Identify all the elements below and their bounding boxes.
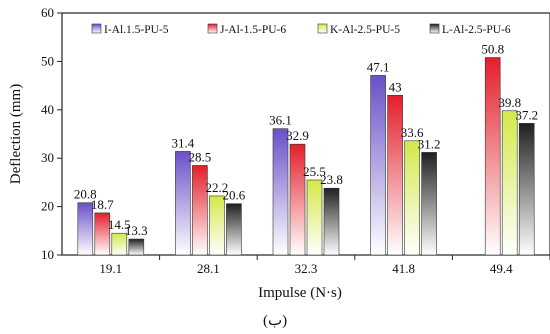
bar-K-Al-2.5-PU-5 [307,180,322,255]
data-label: 47.1 [367,59,390,74]
legend-swatch [208,24,217,33]
data-label: 13.3 [125,223,148,238]
bar-J-Al-1.5-PU-6 [290,144,305,255]
legend-label: I-Al.1.5-PU-5 [104,24,169,36]
figure-caption: (ب) [263,313,287,329]
bar-L-Al-2.5-PU-6 [129,239,144,255]
data-label: 32.9 [286,128,309,143]
x-tick-label: 28.1 [197,261,220,276]
bar-I-Al.1.5-PU-5 [175,151,190,255]
data-label: 37.2 [515,107,538,122]
bar-J-Al-1.5-PU-6 [192,165,207,255]
data-label: 36.1 [269,113,292,128]
data-label: 31.2 [418,136,441,151]
y-tick-label: 20 [41,199,54,214]
bar-L-Al-2.5-PU-6 [519,123,534,255]
data-label: 31.4 [172,135,195,150]
bar-L-Al-2.5-PU-6 [422,152,437,255]
y-tick-label: 60 [41,5,54,20]
legend-label: J-Al-1.5-PU-6 [220,24,286,36]
bar-K-Al-2.5-PU-5 [405,141,420,255]
data-label: 43 [389,79,402,94]
x-tick-label: 41.8 [392,261,415,276]
legend-swatch [430,24,439,33]
legend-swatch [318,24,327,33]
x-tick-label: 49.4 [490,261,513,276]
legend-label: L-Al-2.5-PU-6 [442,24,511,36]
data-label: 50.8 [481,42,504,57]
data-label: 18.7 [91,197,114,212]
x-tick-label: 32.3 [295,261,318,276]
y-tick-label: 30 [41,150,54,165]
legend: I-Al.1.5-PU-5 J-Al-1.5-PU-6 K-Al-2.5-PU-5 L… [92,24,511,36]
bar-K-Al-2.5-PU-5 [209,196,224,255]
x-axis-ticks: 19.1 28.1 32.3 41.8 49.4 [99,255,550,276]
bar-K-Al-2.5-PU-5 [502,111,517,255]
y-axis-title: Deflection (mm) [8,84,24,184]
legend-label: K-Al-2.5-PU-5 [330,24,400,36]
legend-swatch [92,24,101,33]
data-labels-layer: 20.818.714.513.331.428.522.220.636.132.9… [74,42,538,239]
data-label: 20.6 [223,188,246,203]
data-label: 23.8 [320,172,343,187]
bar-J-Al-1.5-PU-6 [485,58,500,255]
x-axis-title: Impulse (N·s) [258,285,342,301]
y-axis-ticks: 10 20 30 40 50 60 [41,5,62,262]
data-label: 28.5 [189,149,212,164]
y-tick-label: 50 [41,53,54,68]
bar-L-Al-2.5-PU-6 [324,188,339,255]
y-tick-label: 40 [41,102,54,117]
x-tick-label: 19.1 [99,261,122,276]
bar-I-Al.1.5-PU-5 [273,129,288,255]
bar-J-Al-1.5-PU-6 [388,95,403,255]
bar-L-Al-2.5-PU-6 [226,204,241,255]
bar-I-Al.1.5-PU-5 [371,75,386,255]
y-tick-label: 10 [41,247,54,262]
